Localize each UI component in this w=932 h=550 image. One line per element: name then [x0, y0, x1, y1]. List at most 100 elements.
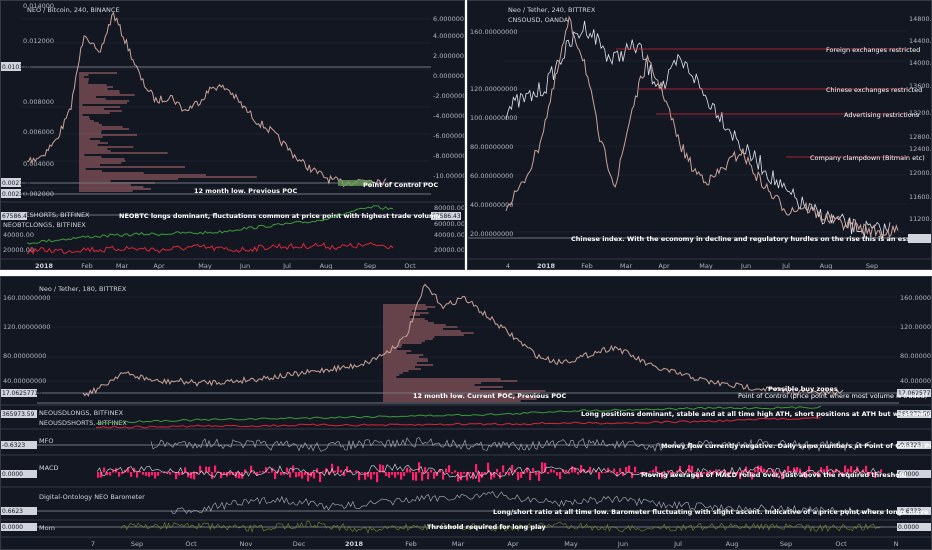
- shorts-line: [26, 241, 394, 255]
- price-tick-right: 2.000000: [433, 52, 464, 60]
- macd-histogram-bar: [283, 472, 286, 475]
- price-tick-left: 0.014000: [23, 2, 54, 10]
- macd-histogram-bar: [532, 468, 535, 473]
- macd-histogram-bar: [298, 472, 301, 477]
- ind-tick-right-3: 40000.00: [434, 231, 465, 239]
- company-annotation: Company clampdown (Bitmain etc): [810, 154, 925, 162]
- macd-histogram-bar: [280, 472, 283, 476]
- time-axis-label: Feb: [81, 262, 93, 270]
- macd-histogram-bar: [169, 472, 172, 475]
- neo-usdt-3h-price-line: [82, 283, 844, 397]
- macd-histogram-bar: [679, 466, 682, 473]
- price-tick-right: 13200.00: [909, 109, 932, 117]
- shorts-label-b: NEOUSDSHORTS, BITFINEX: [39, 419, 127, 427]
- macd-histogram-bar: [262, 471, 265, 473]
- macd-histogram-bar: [319, 472, 322, 483]
- time-axis-label: May: [198, 262, 212, 270]
- macd-histogram-bar: [718, 472, 721, 474]
- macd-histogram-bar: [637, 472, 640, 473]
- macd-histogram-bar: [664, 471, 667, 473]
- price-tick-right: -8.000000: [433, 152, 465, 160]
- macd-histogram-bar: [232, 472, 235, 475]
- macd-histogram-bar: [460, 472, 463, 481]
- macd-histogram-bar: [490, 472, 493, 480]
- macd-histogram-bar: [847, 468, 850, 473]
- macd-histogram-bar: [553, 470, 556, 473]
- price-tick-right: 4.000000: [433, 32, 464, 40]
- macd-histogram-bar: [151, 472, 154, 476]
- time-axis-label: Mar: [452, 540, 465, 548]
- time-axis-label: Oct: [185, 540, 197, 548]
- macd-histogram-bar: [325, 468, 328, 473]
- macd-histogram-bar: [175, 472, 178, 480]
- macd-histogram-bar: [361, 472, 364, 473]
- chart-panel-neo-btc[interactable]: NEO / Bitcoin, 240, BINANCE 0.014000 0.01…: [0, 0, 465, 270]
- barometer-label: Digital-Ontology NEO Barometer: [39, 493, 145, 501]
- price-tick-left: 60.00000000: [470, 172, 513, 180]
- macd-histogram-bar: [778, 471, 781, 473]
- macd-histogram-bar: [337, 466, 340, 473]
- longs-tag-left-text: 365973.59: [2, 411, 35, 418]
- index-annotation: Chinese index. With the economy in decli…: [571, 235, 932, 243]
- time-axis-label: Sep: [131, 540, 143, 548]
- macd-histogram-bar: [226, 472, 229, 477]
- macd-histogram-bar: [682, 472, 685, 474]
- macd-histogram-bar: [220, 472, 223, 479]
- macd-histogram-bar: [523, 472, 526, 474]
- macd-histogram-bar: [259, 471, 262, 473]
- macd-histogram-bar: [805, 472, 808, 479]
- time-axis-label: 2018: [35, 262, 54, 270]
- price-tick-right: 11600.00: [909, 193, 932, 201]
- macd-histogram-bar: [97, 472, 100, 478]
- macd-histogram-bar: [754, 469, 757, 473]
- neo-usdt-3h-chart-svg: Neo / Tether, 180, BITTREX 160.00000000 1…: [1, 283, 931, 548]
- macd-histogram-bar: [193, 472, 196, 480]
- macd-histogram-bar: [868, 472, 871, 477]
- macd-histogram-bar: [814, 472, 817, 474]
- macd-histogram-bar: [802, 472, 805, 476]
- macd-histogram-bar: [199, 465, 202, 473]
- macd-histogram-bar: [529, 472, 532, 481]
- macd-histogram-bar: [274, 472, 277, 479]
- macd-histogram-bar: [670, 472, 673, 475]
- macd-histogram-bar: [709, 470, 712, 473]
- macd-histogram-bar: [481, 472, 484, 478]
- macd-histogram-bar: [370, 472, 373, 480]
- macd-histogram-bar: [166, 471, 169, 473]
- time-axis-label: Apr: [658, 262, 670, 270]
- indicator-tag-left: [1, 212, 27, 220]
- price-tick-left: 20.00000000: [470, 230, 513, 238]
- chart-panel-neo-usdt-3h[interactable]: Neo / Tether, 180, BITTREX 160.00000000 1…: [0, 276, 932, 550]
- macd-histogram-bar: [202, 472, 205, 473]
- macd-histogram-bar: [610, 472, 613, 473]
- macd-histogram-bar: [646, 472, 649, 473]
- macd-histogram-bar: [451, 472, 454, 474]
- price-tick-right: 14400.00: [909, 37, 932, 45]
- macd-histogram-bar: [565, 469, 568, 473]
- macd-histogram-bar: [844, 465, 847, 473]
- buy-zone-annotation: Possible buy zones: [768, 385, 838, 393]
- macd-histogram-bar: [427, 472, 430, 480]
- macd-histogram-bar: [661, 472, 664, 479]
- macd-histogram-bar: [808, 466, 811, 473]
- mom-tag-right: [897, 523, 931, 531]
- chart-panel-neo-usdt-4h[interactable]: Neo / Tether, 240, BITTREX CNSOUSD, OAND…: [467, 0, 932, 270]
- ind-tick-right-4: 20000.00: [434, 246, 465, 254]
- macd-histogram-bar: [613, 468, 616, 473]
- dio-tag-right-text: -0.6323: [898, 508, 921, 515]
- macd-histogram-bar: [589, 466, 592, 473]
- macd-histogram-bar: [187, 472, 190, 478]
- price-tick-left: 120.00000000: [3, 323, 51, 331]
- price-tag-left-b-text: 17.06257716: [2, 390, 42, 397]
- time-axis-label: Jul: [673, 540, 682, 548]
- macd-histogram-bar: [394, 472, 397, 478]
- macd-histogram-bar: [772, 468, 775, 473]
- macd-histogram-bar: [430, 469, 433, 473]
- macd-histogram-bar: [178, 472, 181, 476]
- macd-histogram-bar: [547, 472, 550, 475]
- macd-histogram-bar: [289, 472, 292, 478]
- macd-histogram-bar: [535, 472, 538, 476]
- macd-histogram-bar: [829, 472, 832, 476]
- macd-histogram-bar: [106, 472, 109, 476]
- price-tick-right: 11200.00: [909, 215, 932, 223]
